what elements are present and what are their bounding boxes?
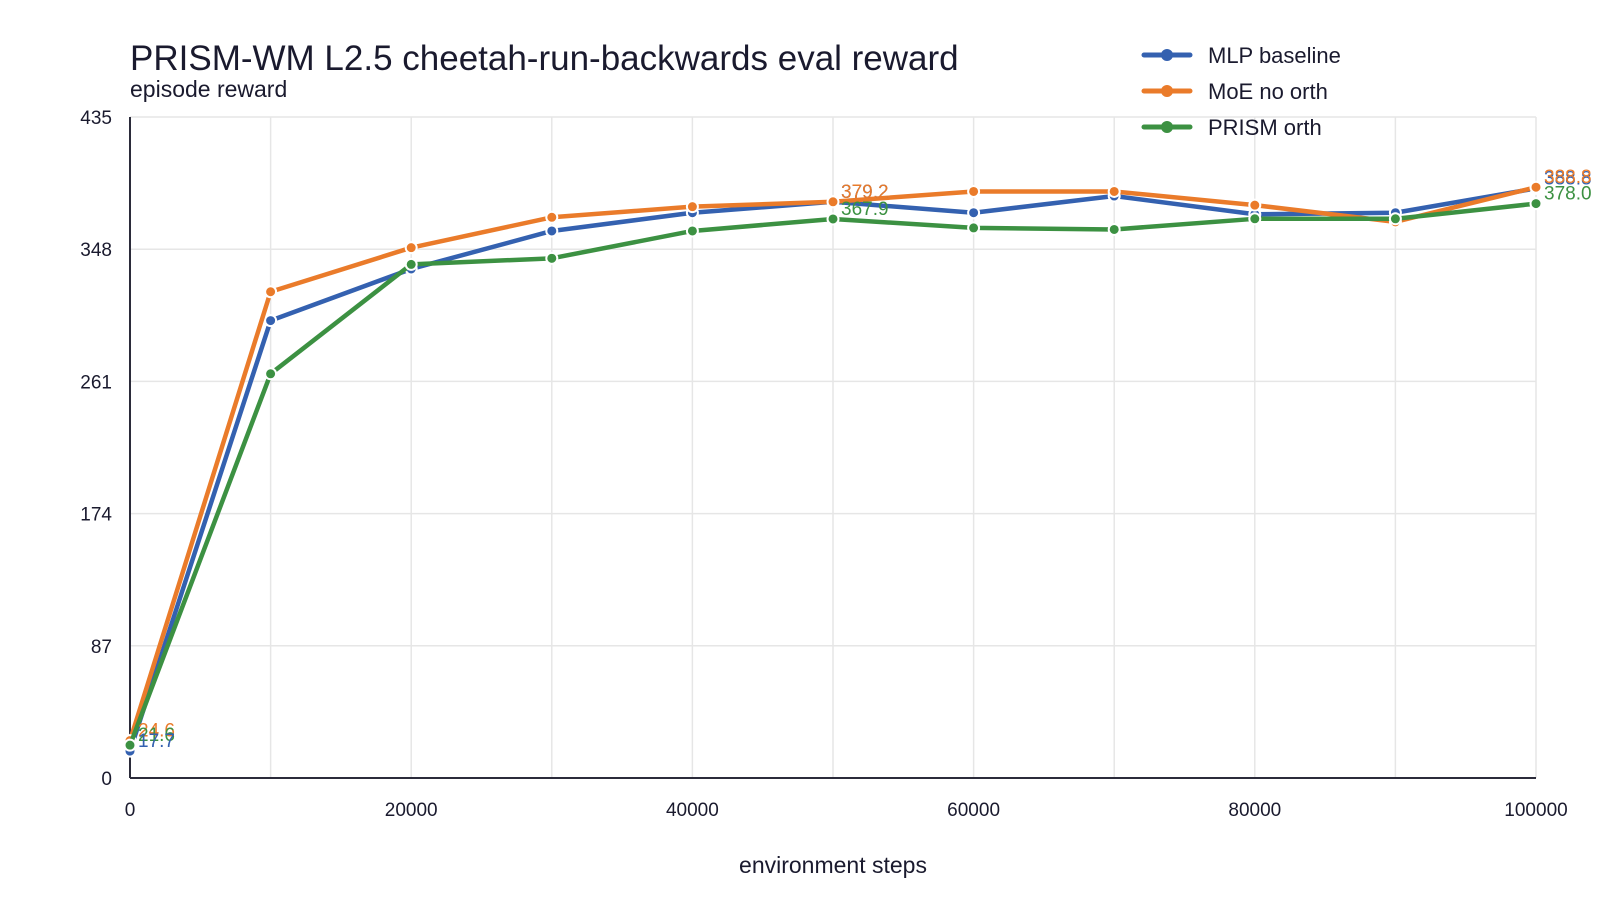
- x-tick-label: 40000: [666, 800, 719, 821]
- series-1: [123, 180, 1543, 748]
- data-point[interactable]: [264, 314, 278, 328]
- data-point[interactable]: [967, 221, 981, 235]
- data-point[interactable]: [264, 285, 278, 299]
- data-point[interactable]: [1388, 212, 1402, 226]
- y-tick-label: 174: [80, 505, 112, 526]
- x-tick-label: 0: [125, 800, 136, 821]
- legend-marker: [1161, 121, 1173, 133]
- x-axis-label: environment steps: [739, 852, 927, 878]
- data-point[interactable]: [404, 241, 418, 255]
- legend-item[interactable]: PRISM orth: [1141, 115, 1322, 140]
- y-tick-label: 348: [80, 240, 112, 261]
- legend-marker: [1161, 49, 1173, 61]
- data-point[interactable]: [123, 738, 137, 752]
- legend-item[interactable]: MoE no orth: [1141, 79, 1328, 104]
- data-point[interactable]: [1107, 184, 1121, 198]
- data-labels: 24.621.617.7379.2379.2367.9388.8388.8378…: [138, 167, 1592, 752]
- legend-item[interactable]: MLP baseline: [1141, 43, 1341, 68]
- legend-label: PRISM orth: [1208, 115, 1322, 140]
- data-point[interactable]: [685, 200, 699, 214]
- data-point[interactable]: [1107, 222, 1121, 236]
- data-point[interactable]: [1248, 198, 1262, 212]
- legend-marker: [1161, 85, 1173, 97]
- data-point[interactable]: [826, 212, 840, 226]
- series-2: [123, 197, 1543, 752]
- data-point[interactable]: [404, 257, 418, 271]
- axes: 0 87 174 261 348 435 0 20000 40000 60000 80000 1000…: [80, 108, 1567, 821]
- x-tick-label: 100000: [1504, 800, 1567, 821]
- data-point[interactable]: [545, 251, 559, 265]
- y-tick-label: 261: [80, 372, 112, 393]
- data-point[interactable]: [1248, 212, 1262, 226]
- data-point[interactable]: [264, 367, 278, 381]
- y-tick-label: 87: [91, 637, 112, 658]
- legend[interactable]: MLP baseline MoE no orth PRISM orth: [1141, 43, 1341, 140]
- series-group: [123, 180, 1543, 758]
- chart-title: PRISM-WM L2.5 cheetah-run-backwards eval…: [130, 39, 959, 78]
- data-point[interactable]: [1529, 180, 1543, 194]
- x-tick-label: 80000: [1228, 800, 1281, 821]
- legend-label: MoE no orth: [1208, 79, 1328, 104]
- chart-subtitle: episode reward: [130, 76, 287, 102]
- data-label: 378.0: [1544, 184, 1592, 205]
- x-tick-label: 20000: [385, 800, 438, 821]
- data-label: 388.8: [1544, 168, 1592, 189]
- data-point[interactable]: [967, 184, 981, 198]
- data-label: 24.6: [138, 721, 175, 742]
- data-point[interactable]: [967, 206, 981, 220]
- data-label: 388.8: [1544, 167, 1592, 188]
- data-label: 379.2: [841, 182, 889, 203]
- legend-label: MLP baseline: [1208, 43, 1341, 68]
- data-point[interactable]: [1529, 197, 1543, 211]
- y-tick-label: 0: [101, 769, 112, 790]
- data-point[interactable]: [826, 195, 840, 209]
- data-point[interactable]: [685, 224, 699, 238]
- y-tick-label: 435: [80, 108, 112, 129]
- data-point[interactable]: [545, 224, 559, 238]
- data-label: 17.7: [138, 731, 175, 752]
- data-point[interactable]: [545, 210, 559, 224]
- x-tick-label: 60000: [947, 800, 1000, 821]
- data-label: 21.6: [138, 725, 175, 746]
- data-label: 367.9: [841, 199, 889, 220]
- data-label: 379.2: [841, 182, 889, 203]
